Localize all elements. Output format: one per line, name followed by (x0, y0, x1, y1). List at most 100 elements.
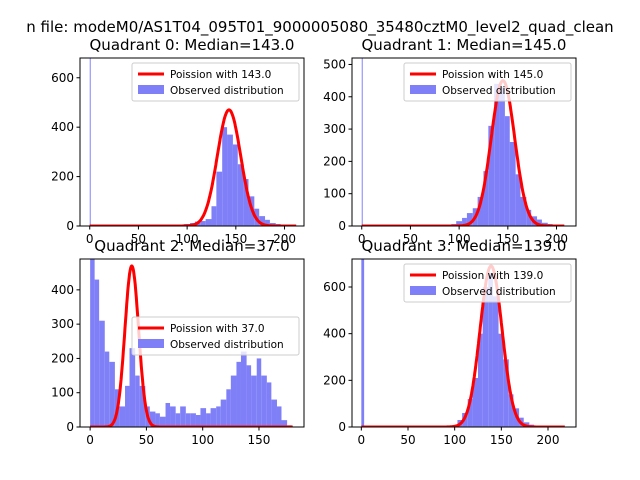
histogram-bar (222, 127, 228, 226)
histogram-bar (361, 259, 365, 427)
histogram-bar (508, 394, 514, 427)
histogram-bar (467, 399, 473, 427)
histogram-bar (478, 333, 483, 427)
panel-title: Quadrant 1: Median=145.0 (362, 36, 567, 54)
histogram-bar (240, 351, 247, 427)
x-tick-label: 150 (224, 232, 247, 246)
panel-2: 0 50 100 150 0 100 200 300 400 Quadrant 2: Median… (51, 237, 305, 447)
histogram-bar (515, 174, 521, 226)
x-tick-label: 0 (358, 433, 366, 447)
x-tick-label: 0 (86, 433, 94, 447)
histogram-bar (210, 408, 217, 427)
y-tick-label: 200 (51, 170, 74, 184)
histogram-bar (155, 413, 160, 427)
y-tick-label: 400 (323, 90, 346, 104)
panel-title: Quadrant 0: Median=143.0 (90, 36, 295, 54)
histogram-bar (165, 403, 171, 427)
x-tick-label: 0 (86, 232, 94, 246)
y-tick-label: 400 (51, 120, 74, 134)
histogram-bar (504, 116, 510, 226)
panel-3: 0 50 100 150 200 0 200 400 600 Quadrant 3: Median… (323, 237, 577, 447)
x-tick-label: 100 (448, 232, 471, 246)
histogram-bar (159, 416, 166, 427)
histogram-bar (503, 359, 509, 427)
histogram-bar (243, 179, 249, 226)
histogram-bar (498, 333, 504, 427)
histogram-bar (139, 385, 146, 427)
x-tick-label: 200 (545, 232, 568, 246)
y-tick-label: 200 (323, 154, 346, 168)
panel-title: Quadrant 3: Median=139.0 (362, 237, 567, 255)
legend-hist-swatch (410, 85, 436, 94)
legend: Poission with 145.0 Observed distribution (403, 62, 572, 102)
poisson-curve (89, 264, 294, 427)
histogram-bar (509, 142, 516, 226)
histogram-bar (492, 296, 499, 427)
histogram-bar (526, 209, 532, 226)
histogram-bar (466, 213, 473, 226)
histogram-bar (488, 273, 493, 427)
histogram-bar (94, 279, 100, 427)
histogram-bar (488, 125, 495, 226)
legend-hist-label: Observed distribution (170, 85, 284, 97)
y-tick-label: 100 (323, 187, 346, 201)
x-tick-label: 50 (139, 433, 154, 447)
histogram-bar (216, 171, 223, 226)
histogram-bar (520, 196, 527, 226)
legend-line-label: Poission with 139.0 (442, 270, 543, 282)
legend-hist-label: Observed distribution (442, 286, 556, 298)
y-tick-label: 0 (66, 420, 74, 434)
y-tick-label: 0 (66, 219, 74, 233)
legend-box (131, 62, 300, 102)
histogram-bar (216, 406, 221, 427)
y-tick-label: 0 (338, 420, 346, 434)
subplot-grid: 0 50 100 150 200 0 200 400 600 Quadrant 0: Median… (51, 36, 577, 447)
legend: Poission with 143.0 Observed distribution (131, 62, 300, 102)
x-tick-label: 150 (248, 433, 271, 447)
histogram-bar (251, 375, 257, 427)
histogram-bar (261, 375, 267, 427)
legend-hist-swatch (138, 85, 164, 94)
histogram-bar (246, 365, 252, 427)
histogram-bar (90, 259, 95, 427)
legend: Poission with 37.0 Observed distribution (131, 316, 300, 356)
histogram-bar (170, 406, 176, 427)
histogram-bar (119, 406, 126, 427)
axes-frame (79, 258, 305, 428)
y-tick-label: 100 (51, 386, 74, 400)
poisson-curve (88, 108, 298, 226)
histogram-bar (149, 411, 156, 427)
y-tick-label: 200 (51, 351, 74, 365)
histogram-bar (190, 413, 196, 427)
histogram-bar (265, 219, 270, 226)
x-tick-label: 50 (403, 232, 418, 246)
legend-line-label: Poission with 143.0 (170, 69, 271, 81)
histogram-bar (230, 375, 237, 427)
histogram-bar (456, 221, 463, 226)
y-tick-label: 300 (323, 122, 346, 136)
histogram-bar (477, 196, 484, 226)
y-tick-label: 200 (323, 373, 346, 387)
histogram-bar (125, 385, 130, 427)
histogram-bar (211, 206, 217, 226)
y-tick-label: 500 (323, 57, 346, 71)
histogram-bar (482, 287, 489, 427)
histogram-bar (104, 351, 110, 427)
histogram-bar (129, 348, 136, 427)
legend-hist-swatch (138, 339, 164, 348)
histogram (361, 259, 545, 427)
histogram-bar (195, 415, 201, 427)
histogram-bar (494, 83, 500, 226)
x-tick-label: 50 (131, 232, 146, 246)
histogram-bar (220, 399, 227, 427)
x-tick-label: 200 (273, 232, 296, 246)
histogram-bar (256, 358, 262, 427)
histogram-bar (232, 144, 238, 226)
histogram-bar (206, 413, 211, 427)
x-tick-label: 100 (443, 433, 466, 447)
histogram-bar (259, 216, 266, 226)
legend-hist-swatch (410, 286, 436, 295)
histogram-bar (135, 375, 140, 427)
x-tick-label: 100 (191, 433, 214, 447)
